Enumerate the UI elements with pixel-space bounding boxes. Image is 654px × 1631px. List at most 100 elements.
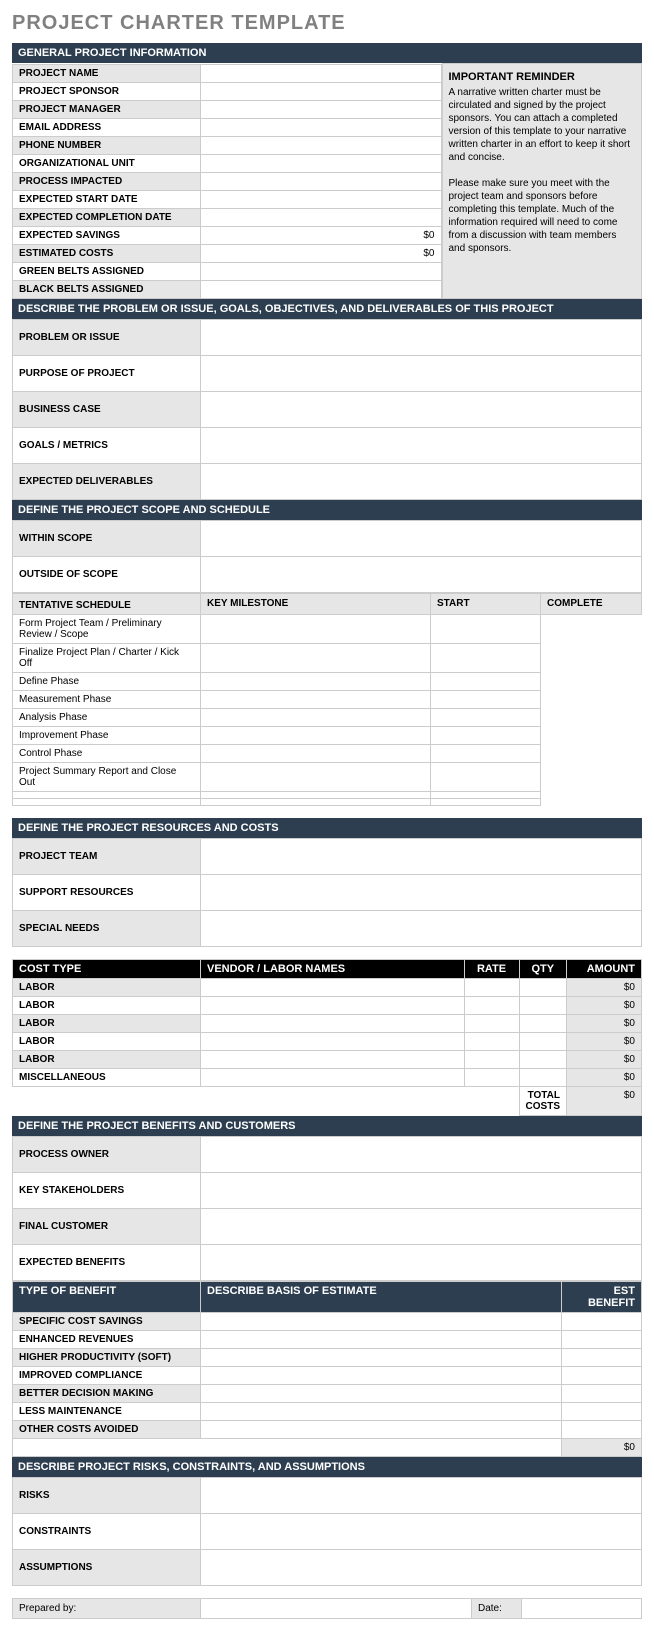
- benefit-est-4[interactable]: [562, 1385, 642, 1403]
- cost-vendor-3[interactable]: [201, 1033, 465, 1051]
- benefit-est-2[interactable]: [562, 1349, 642, 1367]
- milestone-complete-8[interactable]: [431, 792, 541, 799]
- describe-value-4[interactable]: [201, 464, 642, 500]
- milestone-complete-9[interactable]: [431, 799, 541, 806]
- within-scope-value[interactable]: [201, 521, 642, 557]
- milestone-complete-3[interactable]: [431, 691, 541, 709]
- cost-qty-0[interactable]: [519, 979, 566, 997]
- cost-rate-3[interactable]: [464, 1033, 519, 1051]
- general-value-5[interactable]: [201, 154, 442, 172]
- general-value-10[interactable]: $0: [201, 244, 442, 262]
- milestone-complete-2[interactable]: [431, 673, 541, 691]
- benefit-est-5[interactable]: [562, 1403, 642, 1421]
- prepared-by-value[interactable]: [201, 1599, 472, 1619]
- cost-qty-1[interactable]: [519, 997, 566, 1015]
- milestone-start-1[interactable]: [201, 644, 431, 673]
- milestone-start-5[interactable]: [201, 727, 431, 745]
- benefits-value-0[interactable]: [201, 1137, 642, 1173]
- resources-value-2[interactable]: [201, 911, 642, 947]
- date-value[interactable]: [522, 1599, 642, 1619]
- milestone-5[interactable]: Improvement Phase: [13, 727, 201, 745]
- describe-value-0[interactable]: [201, 320, 642, 356]
- start-header: START: [431, 594, 541, 615]
- benefit-basis-6[interactable]: [201, 1421, 562, 1439]
- cost-vendor-1[interactable]: [201, 997, 465, 1015]
- milestone-7[interactable]: Project Summary Report and Close Out: [13, 763, 201, 792]
- describe-value-1[interactable]: [201, 356, 642, 392]
- cost-vendor-2[interactable]: [201, 1015, 465, 1033]
- benefit-basis-5[interactable]: [201, 1403, 562, 1421]
- general-value-11[interactable]: [201, 262, 442, 280]
- describe-value-3[interactable]: [201, 428, 642, 464]
- milestone-3[interactable]: Measurement Phase: [13, 691, 201, 709]
- benefit-est-3[interactable]: [562, 1367, 642, 1385]
- general-value-9[interactable]: $0: [201, 226, 442, 244]
- risks-value-2[interactable]: [201, 1550, 642, 1586]
- benefit-est-6[interactable]: [562, 1421, 642, 1439]
- milestone-complete-6[interactable]: [431, 745, 541, 763]
- benefits-value-3[interactable]: [201, 1245, 642, 1281]
- resources-value-0[interactable]: [201, 839, 642, 875]
- describe-value-2[interactable]: [201, 392, 642, 428]
- milestone-1[interactable]: Finalize Project Plan / Charter / Kick O…: [13, 644, 201, 673]
- milestone-complete-5[interactable]: [431, 727, 541, 745]
- describe-label-1: PURPOSE OF PROJECT: [13, 356, 201, 392]
- general-value-8[interactable]: [201, 208, 442, 226]
- section-describe-header: DESCRIBE THE PROBLEM OR ISSUE, GOALS, OB…: [12, 299, 642, 319]
- resources-value-1[interactable]: [201, 875, 642, 911]
- general-value-1[interactable]: [201, 82, 442, 100]
- cost-vendor-5[interactable]: [201, 1069, 465, 1087]
- risks-value-1[interactable]: [201, 1514, 642, 1550]
- cost-rate-4[interactable]: [464, 1051, 519, 1069]
- milestone-8[interactable]: [13, 792, 201, 799]
- risks-value-0[interactable]: [201, 1478, 642, 1514]
- cost-rate-5[interactable]: [464, 1069, 519, 1087]
- milestone-start-8[interactable]: [201, 792, 431, 799]
- benefit-est-0[interactable]: [562, 1313, 642, 1331]
- milestone-start-7[interactable]: [201, 763, 431, 792]
- benefit-basis-4[interactable]: [201, 1385, 562, 1403]
- cost-vendor-4[interactable]: [201, 1051, 465, 1069]
- milestone-complete-4[interactable]: [431, 709, 541, 727]
- general-value-4[interactable]: [201, 136, 442, 154]
- cost-vendor-0[interactable]: [201, 979, 465, 997]
- section-general-header: GENERAL PROJECT INFORMATION: [12, 43, 642, 63]
- milestone-start-6[interactable]: [201, 745, 431, 763]
- cost-qty-5[interactable]: [519, 1069, 566, 1087]
- milestone-complete-0[interactable]: [431, 615, 541, 644]
- benefits-value-2[interactable]: [201, 1209, 642, 1245]
- milestone-complete-7[interactable]: [431, 763, 541, 792]
- cost-rate-0[interactable]: [464, 979, 519, 997]
- general-label-5: ORGANIZATIONAL UNIT: [13, 154, 201, 172]
- cost-qty-3[interactable]: [519, 1033, 566, 1051]
- general-value-7[interactable]: [201, 190, 442, 208]
- benefit-basis-3[interactable]: [201, 1367, 562, 1385]
- cost-rate-2[interactable]: [464, 1015, 519, 1033]
- general-value-6[interactable]: [201, 172, 442, 190]
- benefit-basis-2[interactable]: [201, 1349, 562, 1367]
- general-value-12[interactable]: [201, 280, 442, 298]
- milestone-header: KEY MILESTONE: [201, 594, 431, 615]
- milestone-start-4[interactable]: [201, 709, 431, 727]
- milestone-start-2[interactable]: [201, 673, 431, 691]
- milestone-9[interactable]: [13, 799, 201, 806]
- milestone-start-3[interactable]: [201, 691, 431, 709]
- cost-qty-4[interactable]: [519, 1051, 566, 1069]
- milestone-2[interactable]: Define Phase: [13, 673, 201, 691]
- general-value-0[interactable]: [201, 64, 442, 82]
- milestone-4[interactable]: Analysis Phase: [13, 709, 201, 727]
- milestone-start-0[interactable]: [201, 615, 431, 644]
- cost-rate-1[interactable]: [464, 997, 519, 1015]
- outside-scope-value[interactable]: [201, 557, 642, 593]
- milestone-complete-1[interactable]: [431, 644, 541, 673]
- benefit-est-1[interactable]: [562, 1331, 642, 1349]
- milestone-6[interactable]: Control Phase: [13, 745, 201, 763]
- benefit-basis-0[interactable]: [201, 1313, 562, 1331]
- benefits-value-1[interactable]: [201, 1173, 642, 1209]
- general-value-3[interactable]: [201, 118, 442, 136]
- cost-qty-2[interactable]: [519, 1015, 566, 1033]
- benefit-basis-1[interactable]: [201, 1331, 562, 1349]
- milestone-start-9[interactable]: [201, 799, 431, 806]
- general-value-2[interactable]: [201, 100, 442, 118]
- milestone-0[interactable]: Form Project Team / Preliminary Review /…: [13, 615, 201, 644]
